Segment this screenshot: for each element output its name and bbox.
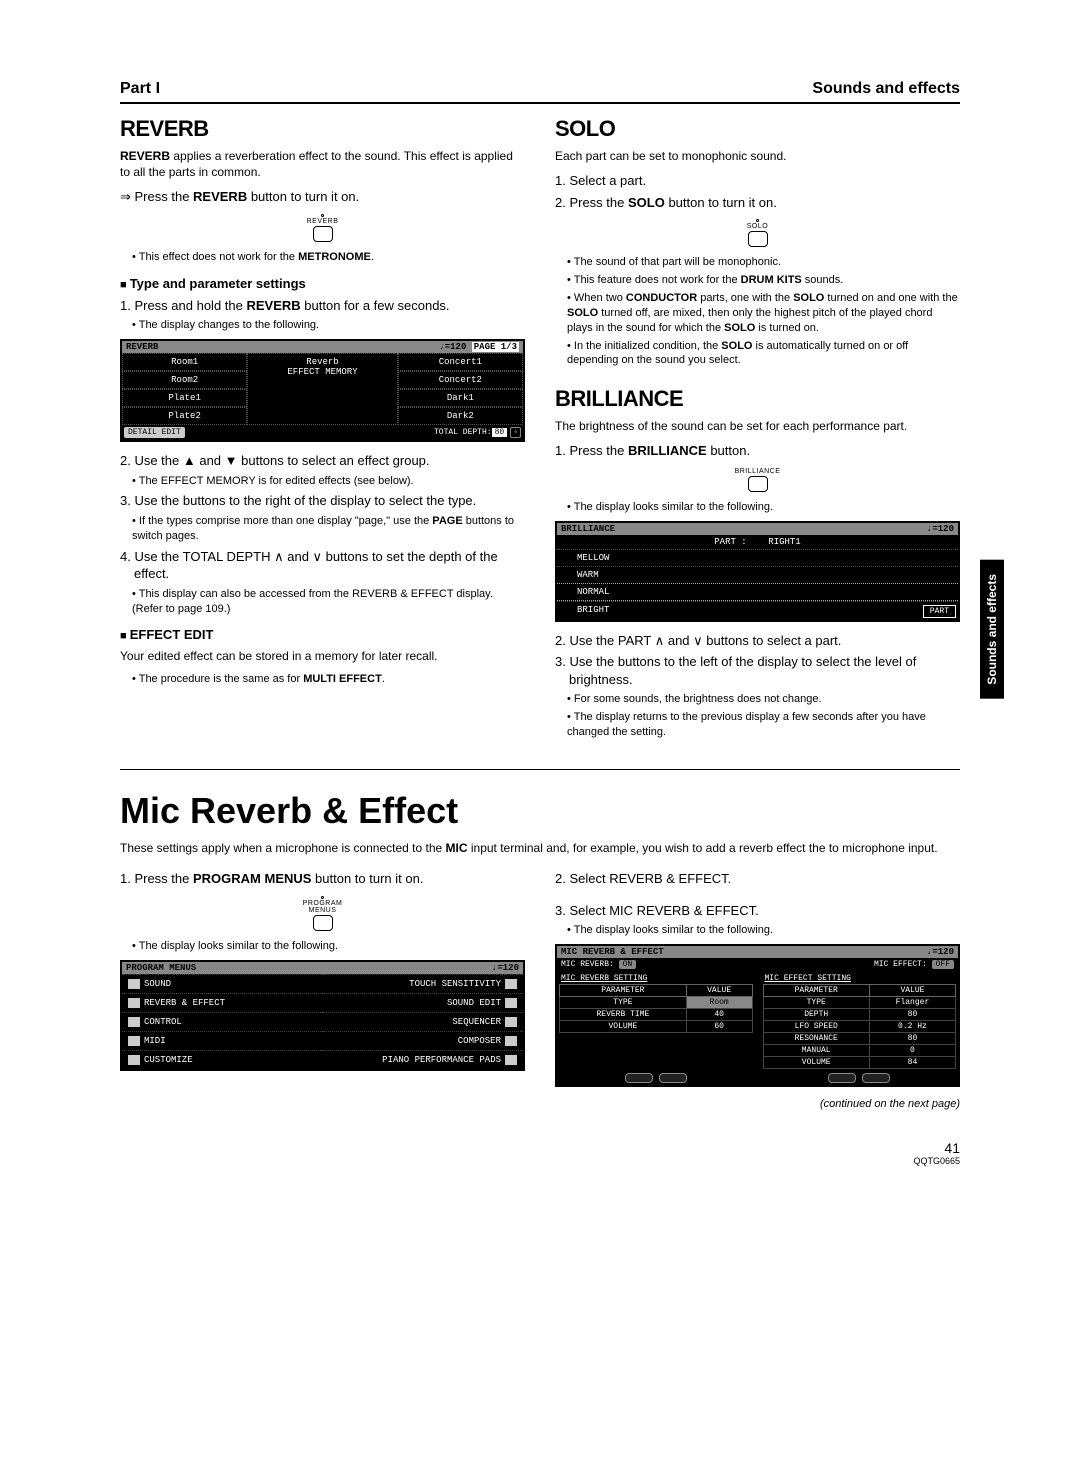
section-label: Sounds and effects — [812, 80, 960, 98]
reverb-lcd-title: REVERB — [126, 342, 158, 352]
reverb-step4-note: This display can also be accessed from t… — [132, 587, 525, 617]
solo-note1: The sound of that part will be monophoni… — [567, 255, 960, 270]
solo-step1: 1. Select a part. — [555, 172, 960, 190]
solo-note3: When two CONDUCTOR parts, one with the S… — [567, 291, 960, 336]
reverb-lcd: REVERB ♩=120 PAGE 1/3 Room1 Reverb EFFEC… — [120, 339, 525, 442]
reverb-lcd-concert1: Concert1 — [398, 353, 523, 371]
brilliance-step1: 1. Press the BRILLIANCE button. — [555, 442, 960, 460]
effect-edit-text: Your edited effect can be stored in a me… — [120, 648, 525, 664]
brilliance-button-diagram: BRILLIANCE — [555, 468, 960, 492]
brilliance-note2: For some sounds, the brightness does not… — [567, 692, 960, 707]
solo-title: SOLO — [555, 116, 960, 142]
mic-effect-setting-table: PARAMETERVALUE TYPEFlanger DEPTH80 LFO S… — [763, 984, 957, 1069]
reverb-title: REVERB — [120, 116, 525, 142]
effect-edit-head: EFFECT EDIT — [120, 626, 525, 644]
reverb-step3-note: If the types comprise more than one disp… — [132, 514, 525, 544]
page-number: 41 — [944, 1140, 960, 1156]
program-menus-button-diagram: PROGRAM MENUS — [120, 896, 525, 931]
solo-note2: This feature does not work for the DRUM … — [567, 273, 960, 288]
reverb-step4: 4. Use the TOTAL DEPTH ∧ and ∨ buttons t… — [120, 548, 525, 583]
reverb-type-subhead: Type and parameter settings — [120, 275, 525, 293]
reverb-note-metronome: This effect does not work for the METRON… — [132, 250, 525, 265]
program-menus-lcd: PROGRAM MENUS ♩=120 SOUND TOUCH SENSITIV… — [120, 960, 525, 1071]
continued-note: (continued on the next page) — [555, 1097, 960, 1112]
brilliance-button-label: BRILLIANCE — [735, 468, 781, 475]
reverb-intro: REVERB applies a reverberation effect to… — [120, 148, 525, 180]
reverb-lcd-center: Reverb EFFECT MEMORY — [247, 353, 397, 425]
solo-step2: 2. Press the SOLO button to turn it on. — [555, 194, 960, 212]
brilliance-step3: 3. Use the buttons to the left of the di… — [555, 653, 960, 688]
mic-left-note1: The display looks similar to the followi… — [132, 939, 525, 954]
brilliance-lcd-part-btn: PART — [923, 605, 956, 618]
reverb-step1: 1. Press and hold the REVERB button for … — [120, 297, 525, 315]
solo-button-diagram: SOLO — [555, 219, 960, 247]
reverb-lcd-detail-edit: DETAIL EDIT — [124, 427, 185, 438]
brilliance-note3: The display returns to the previous disp… — [567, 710, 960, 740]
reverb-button-label: REVERB — [307, 218, 339, 225]
reverb-step3: 3. Use the buttons to the right of the d… — [120, 492, 525, 510]
section-divider — [120, 769, 960, 770]
reverb-button-diagram: REVERB — [120, 214, 525, 242]
reverb-lcd-room1: Room1 — [122, 353, 247, 371]
reverb-step1-note: The display changes to the following. — [132, 318, 525, 333]
brilliance-intro: The brightness of the sound can be set f… — [555, 418, 960, 434]
mic-step3: 3. Select MIC REVERB & EFFECT. — [555, 902, 960, 920]
page-footer: 41 QQTG0665 — [120, 1140, 960, 1166]
reverb-step2: 2. Use the ▲ and ▼ buttons to select an … — [120, 452, 525, 470]
mic-step2: 2. Select REVERB & EFFECT. — [555, 870, 960, 888]
mic-reverb-setting-table: PARAMETERVALUE TYPERoom REVERB TIME40 VO… — [559, 984, 753, 1033]
mic-reverb-effect-lcd: MIC REVERB & EFFECT ♩=120 MIC REVERB: ON… — [555, 944, 960, 1087]
brilliance-lcd: BRILLIANCE ♩=120 PART : RIGHT1 MELLOW WA… — [555, 521, 960, 622]
solo-note4: In the initialized condition, the SOLO i… — [567, 339, 960, 369]
part-label: Part I — [120, 80, 160, 98]
effect-edit-note: The procedure is the same as for MULTI E… — [132, 672, 525, 687]
reverb-press: ⇒ Press the REVERB button to turn it on. — [120, 188, 525, 206]
mic-right-note1: The display looks similar to the followi… — [567, 923, 960, 938]
page-header: Part I Sounds and effects — [120, 80, 960, 104]
mic-intro: These settings apply when a microphone i… — [120, 840, 960, 856]
brilliance-title: BRILLIANCE — [555, 386, 960, 412]
brilliance-note1: The display looks similar to the followi… — [567, 500, 960, 515]
solo-button-label: SOLO — [747, 223, 768, 230]
solo-intro: Each part can be set to monophonic sound… — [555, 148, 960, 164]
reverb-step2-note: The EFFECT MEMORY is for edited effects … — [132, 474, 525, 489]
side-tab: Sounds and effects — [980, 560, 1004, 699]
brilliance-step2: 2. Use the PART ∧ and ∨ buttons to selec… — [555, 632, 960, 650]
page-code: QQTG0665 — [120, 1156, 960, 1166]
mic-title: Mic Reverb & Effect — [120, 790, 960, 832]
mic-step1: 1. Press the PROGRAM MENUS button to tur… — [120, 870, 525, 888]
